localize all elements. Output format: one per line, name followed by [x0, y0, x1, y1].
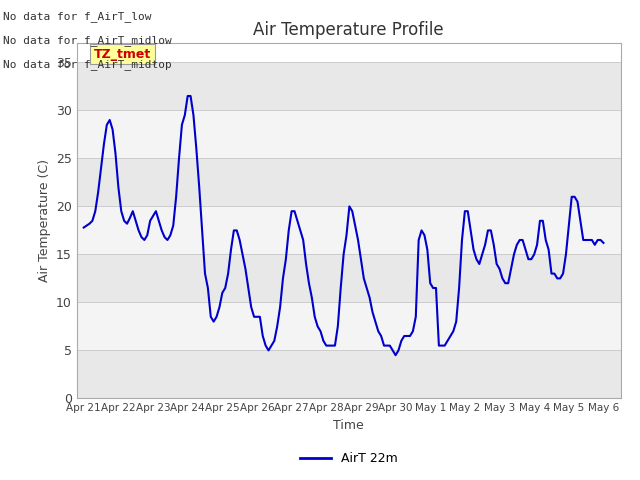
X-axis label: Time: Time — [333, 419, 364, 432]
Bar — [77, 206, 621, 254]
Bar — [77, 62, 621, 110]
Bar — [77, 110, 621, 158]
Text: TZ_tmet: TZ_tmet — [94, 48, 152, 60]
Text: No data for f_AirT_low: No data for f_AirT_low — [3, 11, 152, 22]
Legend: AirT 22m: AirT 22m — [295, 447, 403, 470]
Bar — [77, 254, 621, 302]
Text: No data for f_AirT_midtop: No data for f_AirT_midtop — [3, 59, 172, 70]
Bar — [77, 302, 621, 350]
Y-axis label: Air Temperature (C): Air Temperature (C) — [38, 159, 51, 282]
Bar — [77, 158, 621, 206]
Text: No data for f_AirT_midlow: No data for f_AirT_midlow — [3, 35, 172, 46]
Title: Air Temperature Profile: Air Temperature Profile — [253, 21, 444, 39]
Bar — [77, 350, 621, 398]
